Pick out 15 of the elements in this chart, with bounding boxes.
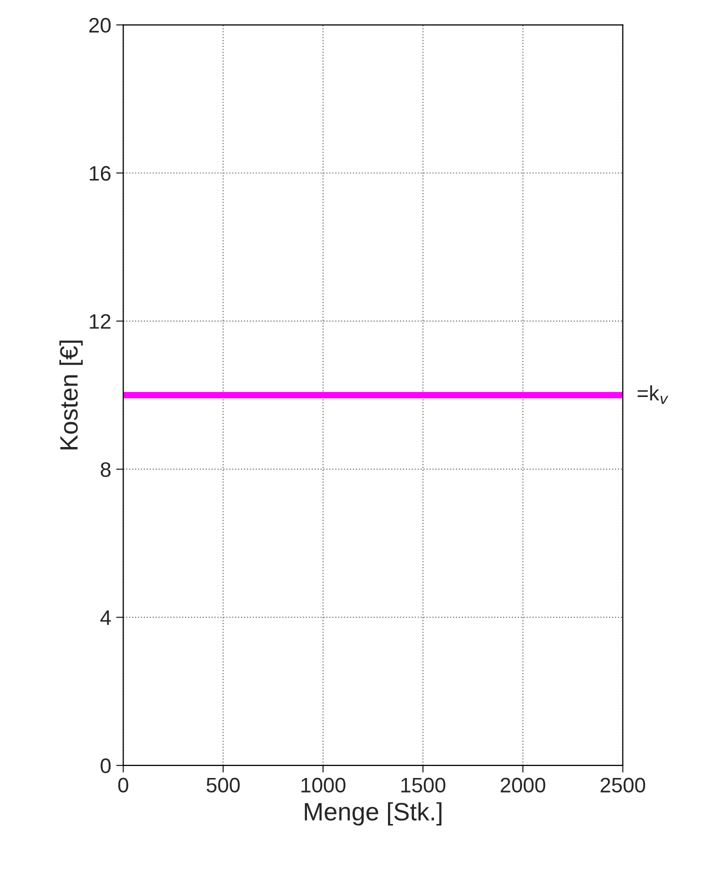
y-tick-label: 20 [89, 18, 111, 33]
y-tick-label: 0 [100, 758, 111, 774]
annotation: =k$_{v}$ [638, 385, 668, 404]
y-tick-label: 12 [90, 314, 110, 329]
y-tick-label: 4 [100, 610, 111, 625]
x-tick-label: 2000 [500, 778, 546, 793]
x-tick-label: 500 [206, 778, 240, 793]
x-axis-title: Menge [Stk.] [304, 802, 442, 826]
x-tick-label: 1000 [301, 778, 346, 793]
x-tick-label: 0 [118, 778, 128, 793]
x-tick-label: 2500 [600, 778, 646, 793]
y-axis-title: Kosten [€] [59, 340, 83, 450]
y-tick-label: 8 [100, 462, 111, 477]
y-tick-label: 16 [90, 166, 111, 181]
x-tick-label: 1500 [401, 778, 446, 793]
